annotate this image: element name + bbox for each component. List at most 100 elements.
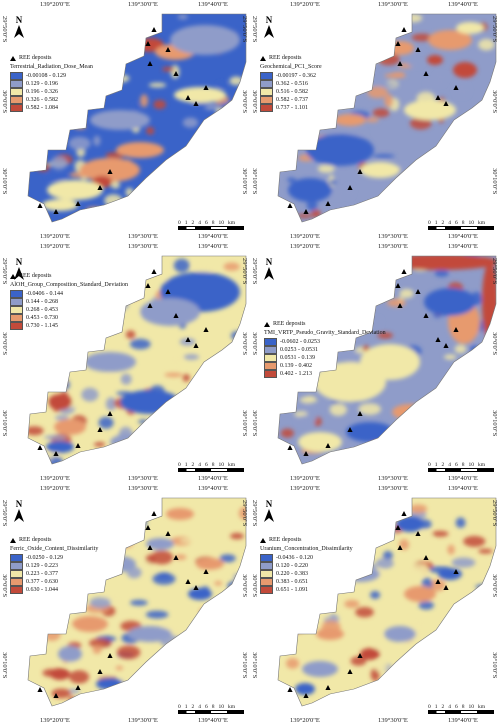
map-panel-terrestrial-radiation: 139°20'0"E 139°20'0"E 139°30'0"E 139°30'0"E… [0,0,250,242]
longitude-label: 139°30'0"E [128,233,158,240]
raster-patch [174,208,192,216]
scale-bar-graphic [428,226,494,230]
raster-zone [84,352,136,372]
ree-deposit-marker [145,283,151,288]
ree-deposit-marker [401,269,407,274]
raster-patch [125,187,134,197]
raster-patch [411,33,433,42]
ree-deposit-marker [145,41,151,46]
longitude-label: 139°30'0"E [378,243,408,250]
raster-patch [168,354,183,368]
raster-patch [376,528,396,535]
raster-patch [51,256,75,269]
legend-class-label: 0.516 - 0.582 [276,89,308,95]
ree-deposit-marker [75,201,81,206]
raster-patch [44,435,67,440]
raster-patch [406,563,429,577]
legend-swatch [10,80,23,88]
raster-patch [281,14,296,20]
raster-patch [128,25,151,36]
legend-class-label: 0.120 - 0.220 [276,563,308,569]
raster-patch [183,354,200,360]
raster-patch [138,419,149,424]
raster-patch [469,345,480,355]
legend-class-row: 0.362 - 0.516 [260,80,322,88]
latitude-label: 30°10'0"S [1,410,8,437]
north-arrow: N [262,16,276,44]
ree-deposit-marker [147,303,153,308]
legend-class-row: 0.120 - 0.220 [260,562,353,570]
raster-map [277,13,497,223]
ree-deposit-marker [147,61,153,66]
map-legend: REE deposits Terrestrial_Radiation_Dose_M… [10,54,93,112]
ree-deposit-marker [151,511,157,516]
raster-patch [382,550,393,561]
raster-patch [399,288,414,299]
raster-patch [89,597,112,609]
ree-deposit-marker [37,445,43,450]
ree-deposit-marker [415,47,421,52]
scale-unit: km [228,462,236,468]
raster-zone [90,110,150,130]
raster-patch [84,14,99,20]
longitude-label: 139°40'0"E [198,233,228,240]
scale-bar: 0 1 2 4 6 8 10 km [178,462,244,472]
ree-deposit-marker [53,451,59,456]
raster-patch [43,24,53,32]
raster-patch [157,572,172,579]
latitude-label: 29°50'0"S [491,258,498,285]
raster-patch [354,532,363,545]
raster-patch [90,498,109,506]
raster-patch [287,256,300,263]
raster-patch [104,194,123,207]
raster-patch [476,330,487,336]
longitude-label: 139°20'0"E [290,485,320,492]
raster-patch [463,535,486,547]
raster-patch [336,99,350,108]
triangle-icon [260,537,266,543]
legend-class-label: -0.00108 - 0.129 [26,73,66,79]
scale-tick-label: 2 [441,220,445,226]
raster-patch [278,44,296,52]
raster-patch [299,396,318,404]
ree-deposit-marker [75,443,81,448]
latitude-label: 29°50'0"S [1,500,8,527]
legend-swatch [260,554,273,562]
scale-tick-label: 2 [191,462,195,468]
ree-deposit-marker [185,337,191,342]
scale-tick-label: 2 [441,462,445,468]
triangle-icon [260,55,266,61]
raster-patch [384,73,406,79]
raster-zone [453,62,477,78]
ree-deposit-marker [287,687,293,692]
raster-patch [191,675,213,683]
longitude-label: 139°30'0"E [128,475,158,482]
raster-patch [483,380,493,386]
raster-patch [120,373,132,385]
latitude-label: 30°10'0"S [251,652,258,679]
raster-map [277,497,497,707]
latitude-label: 30°10'0"S [1,652,8,679]
raster-patch [388,600,408,608]
ree-deposit-marker [107,169,113,174]
raster-patch [287,39,311,48]
raster-patch [93,135,101,146]
ree-deposit-marker [397,61,403,66]
raster-patch [454,83,470,97]
ree-deposit-marker [401,511,407,516]
raster-patch [403,14,423,23]
raster-patch [365,499,372,508]
legend-class-label: 0.144 - 0.268 [26,299,58,305]
raster-patch [193,651,215,656]
raster-patch [204,667,212,674]
longitude-label: 139°30'0"E [128,243,158,250]
raster-patch [384,94,394,108]
scale-tick-label: 6 [205,220,208,226]
ree-deposit-marker [397,303,403,308]
scale-tick-label: 8 [211,220,215,226]
raster-patch [345,31,360,41]
study-area [278,14,496,222]
legend-class-row: 0.516 - 0.582 [260,88,322,96]
longitude-label: 139°30'0"E [128,717,158,724]
ree-deposit-marker [423,71,429,76]
